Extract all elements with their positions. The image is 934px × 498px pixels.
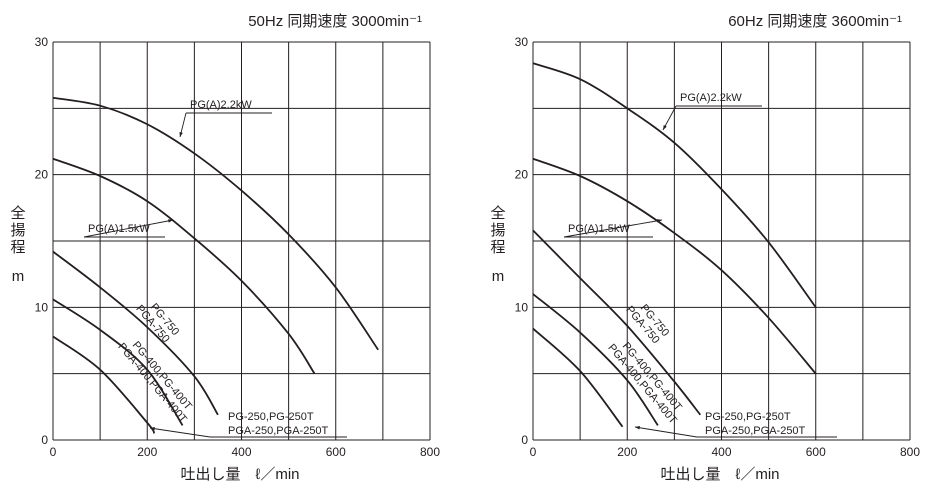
series-label-pg-250: PG-250,PG-250T (705, 411, 791, 423)
leader-line (634, 426, 698, 438)
series-label-pg-250: PGA-250,PGA-250T (705, 425, 806, 437)
series-line-4 (532, 327, 624, 428)
x-axis-label: 吐出し量 ℓ／min (180, 466, 299, 483)
y-axis-label-char: 揚 (490, 222, 505, 239)
series-label-pg-400-line2: PGA-400,PGA-400T (115, 341, 189, 426)
y-axis-label-char: 全 (490, 204, 505, 222)
x-tick-label: 0 (530, 445, 537, 459)
series-line-1 (52, 157, 316, 375)
y-axis-label-char: 揚 (10, 222, 25, 239)
x-tick-label: 0 (50, 445, 57, 459)
x-tick-label: 800 (420, 445, 440, 459)
y-tick-label: 30 (35, 35, 49, 49)
series-label-2-2kw: PG(A)2.2kW (190, 99, 252, 111)
y-tick-label: 0 (521, 433, 528, 447)
chart-title: 50Hz 同期速度 3000min⁻¹ (248, 13, 422, 30)
x-axis-label: 吐出し量 ℓ／min (660, 466, 779, 483)
y-tick-label: 30 (515, 35, 529, 49)
y-axis-label: 全揚程 (10, 204, 25, 256)
x-tick-label: 600 (806, 445, 826, 459)
leader-line (563, 219, 663, 238)
y-tick-label: 10 (515, 300, 529, 314)
y-axis-label-char: 程 (10, 239, 25, 256)
x-tick-label: 200 (617, 445, 637, 459)
series-line-0 (52, 96, 379, 351)
chart-1: 0 200 400 600 800 0 10 20 30 60Hz 同期速度 3600min⁻¹ 吐… (490, 13, 920, 483)
y-tick-label: 20 (35, 168, 49, 182)
leader-arrow-icon (168, 219, 173, 223)
series-line-1 (532, 157, 817, 375)
y-tick-label: 10 (35, 300, 49, 314)
chart-0: 0 200 400 600 800 0 10 20 30 50Hz 同期速度 3000min⁻¹ 吐… (10, 13, 440, 483)
x-tick-label: 200 (137, 445, 157, 459)
leader-line (149, 427, 211, 438)
series-line-2 (532, 229, 702, 416)
y-axis-label-char: 程 (490, 239, 505, 256)
leader-arrow-icon (657, 219, 662, 223)
series-label-2-2kw: PG(A)2.2kW (680, 92, 742, 104)
series-line-2 (52, 250, 219, 416)
y-tick-label: 0 (41, 433, 48, 447)
leader-arrow-icon (179, 132, 183, 137)
series-line-3 (532, 293, 659, 426)
y-axis-unit: m (12, 268, 25, 285)
series-label-1-5kw: PG(A)1.5kW (88, 223, 150, 235)
x-tick-label: 400 (711, 445, 731, 459)
series-line-3 (52, 298, 184, 426)
x-tick-label: 800 (900, 445, 920, 459)
series-label-pg-400-line2: PGA-400,PGA-400T (605, 342, 679, 427)
y-tick-label: 20 (515, 168, 529, 182)
y-axis-label-char: 全 (10, 204, 25, 222)
leader-arrow-icon (663, 125, 667, 130)
leader-arrow-icon (635, 426, 640, 430)
x-tick-label: 400 (231, 445, 251, 459)
series-label-pg-250: PG-250,PG-250T (228, 411, 314, 423)
leader-line (83, 219, 174, 238)
series-label-pg-250: PGA-250,PGA-250T (228, 425, 329, 437)
chart-title: 60Hz 同期速度 3600min⁻¹ (728, 13, 902, 30)
x-tick-label: 600 (326, 445, 346, 459)
series-label-1-5kw: PG(A)1.5kW (568, 223, 630, 235)
series-line-4 (52, 335, 156, 434)
leader-arrow-icon (150, 427, 155, 431)
series-line-0 (532, 62, 817, 308)
y-axis-label: 全揚程 (490, 204, 505, 256)
y-axis-unit: m (492, 268, 505, 285)
